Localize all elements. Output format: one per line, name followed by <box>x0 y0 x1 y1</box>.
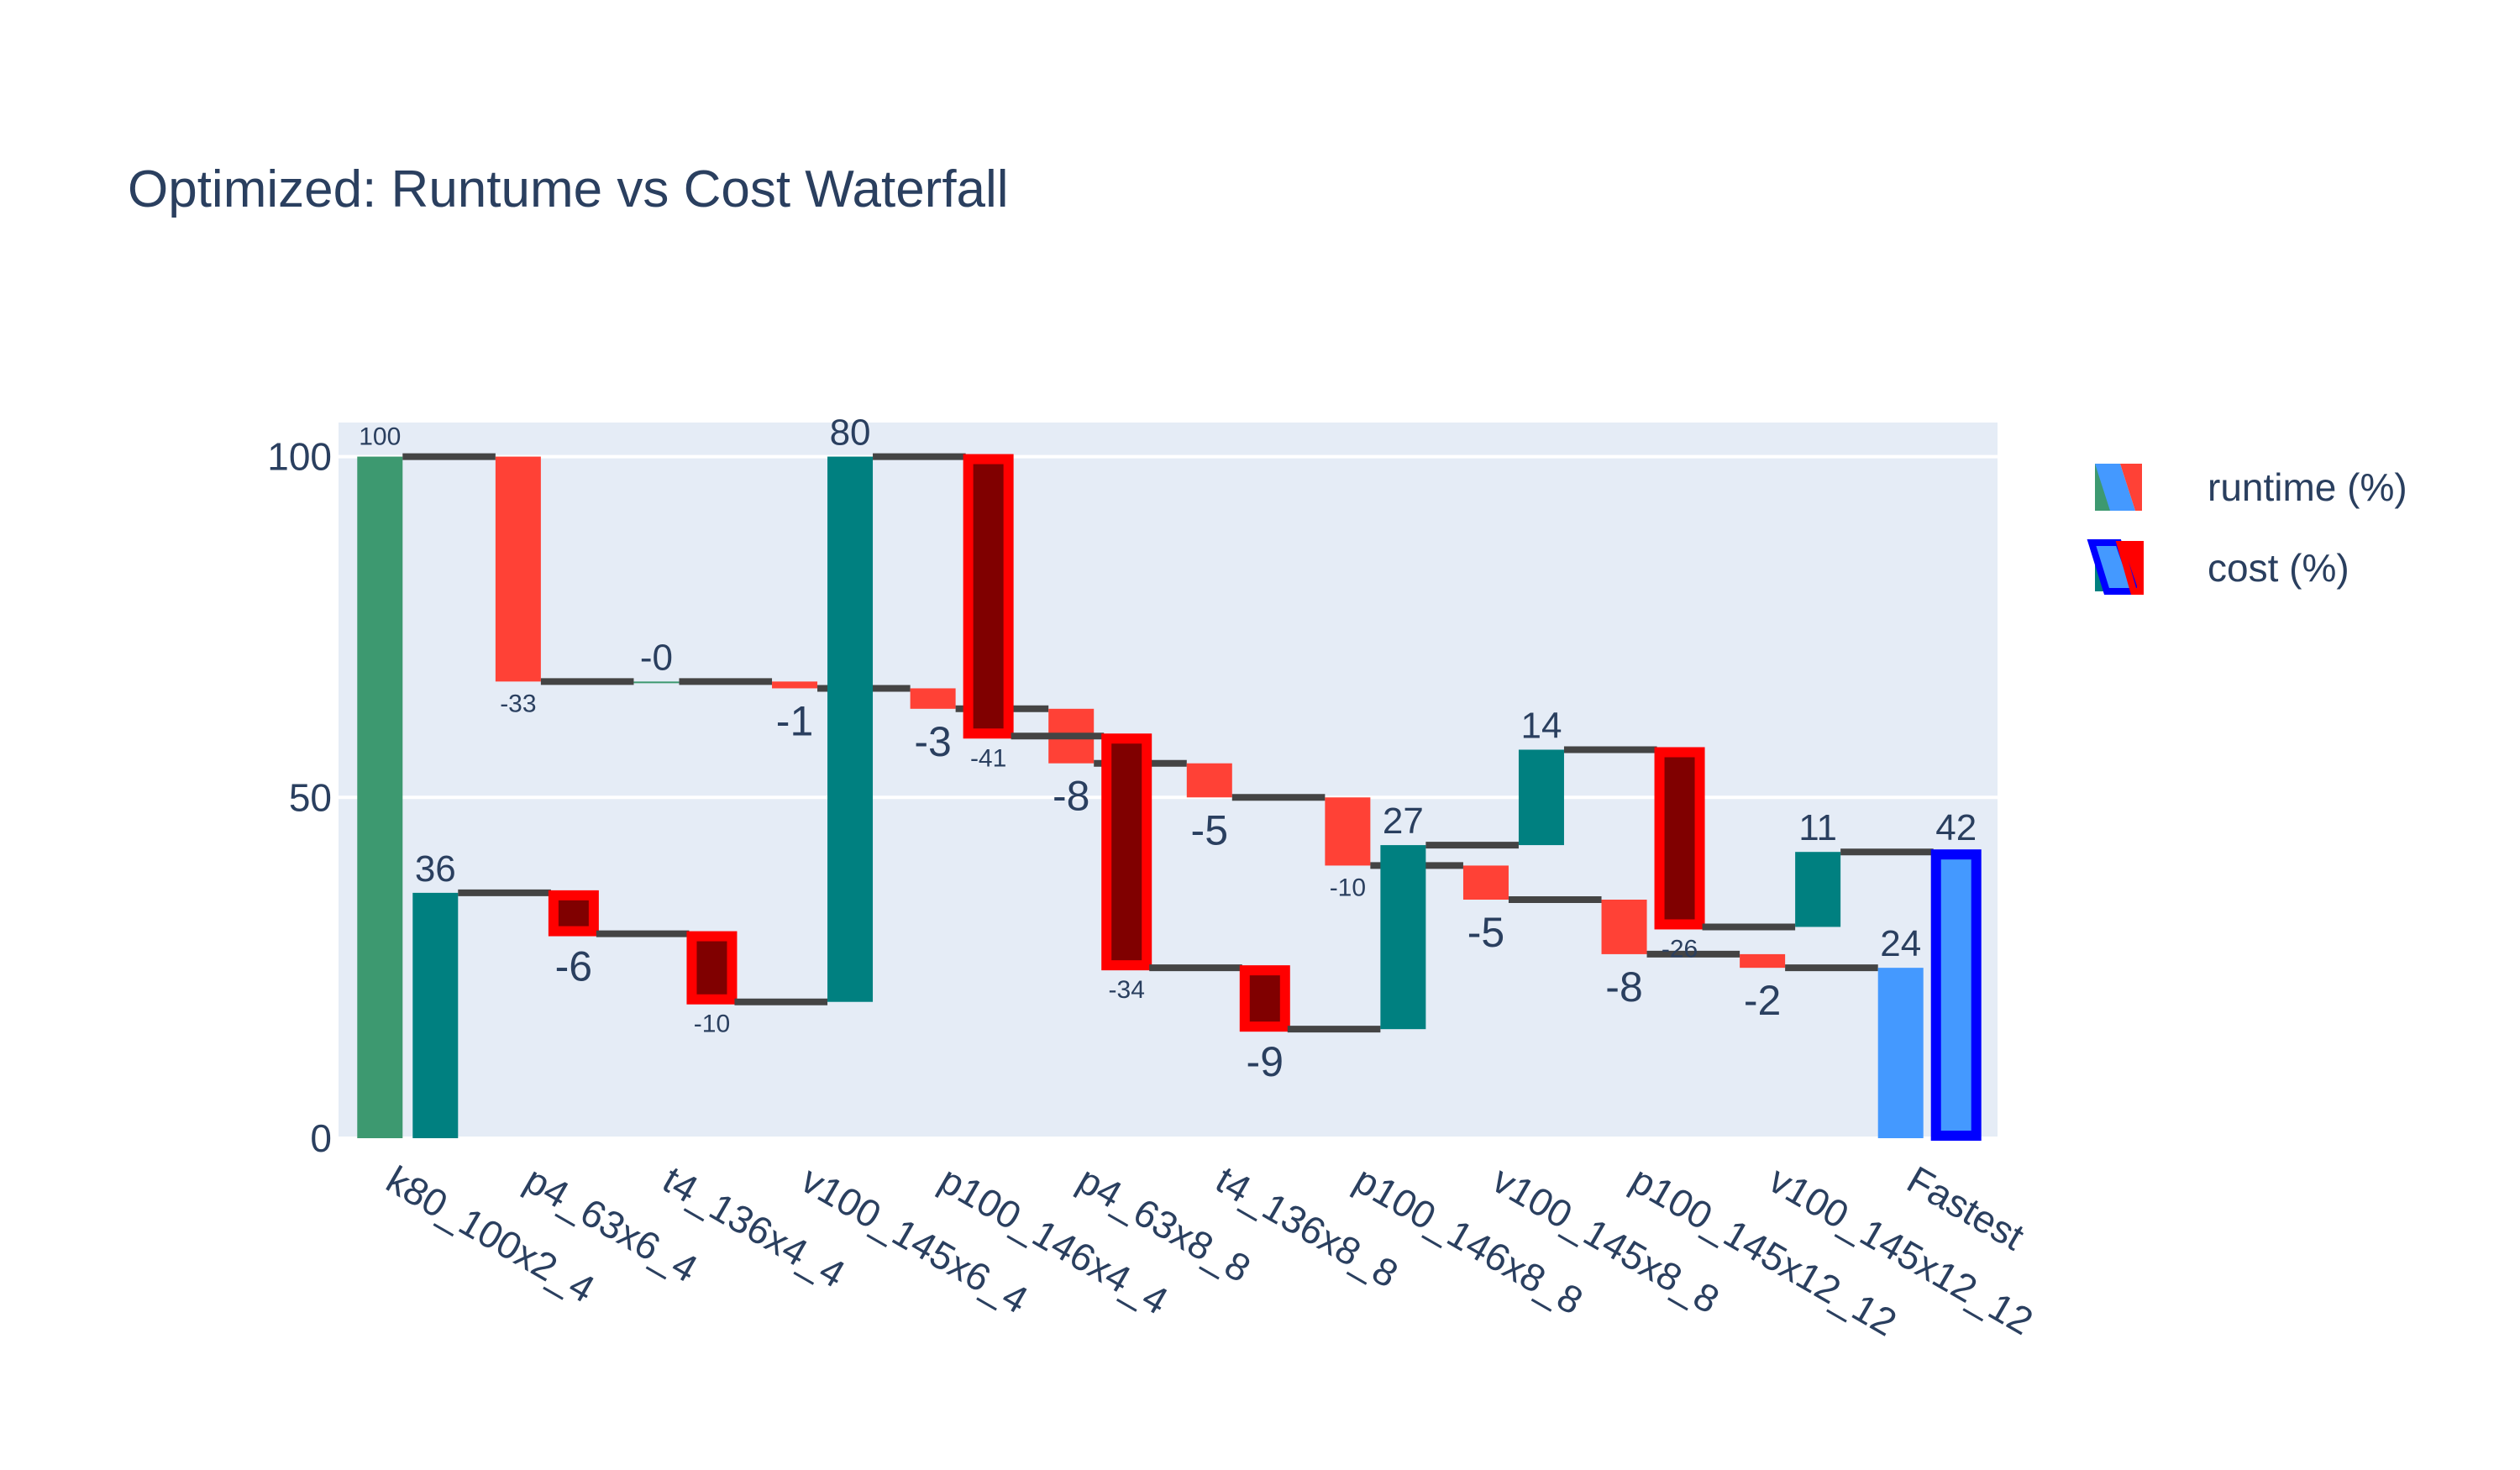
bar-cost <box>1654 747 1705 930</box>
data-label: -33 <box>500 690 536 717</box>
bar-runtime <box>495 456 541 682</box>
data-label: 36 <box>415 848 456 890</box>
bar-cost <box>1930 849 1982 1141</box>
data-label: -0 <box>640 637 673 678</box>
y-tick-label: 0 <box>310 1116 332 1160</box>
data-label: -5 <box>1191 806 1228 853</box>
bar-runtime <box>633 681 680 684</box>
data-label: 24 <box>1880 923 1921 964</box>
legend-item-cost[interactable]: cost (%) <box>2087 539 2349 595</box>
bar-cost <box>412 892 459 1138</box>
bar-runtime <box>1740 953 1786 969</box>
data-label: 42 <box>1935 807 1977 848</box>
data-label: -10 <box>694 1011 730 1038</box>
data-label: -41 <box>970 744 1006 772</box>
data-labels: 100 -33 -0 -1 -3 -8 -5 -10 -5 -8 -2 24 36 -6 -10 80 -41 -… <box>359 412 1977 1086</box>
y-tick-label: 50 <box>289 775 332 819</box>
legend[interactable]: runtime (%) cost (%) <box>2087 464 2407 595</box>
data-label: -2 <box>1744 977 1781 1024</box>
bars <box>357 453 1982 1141</box>
bar-cost <box>1518 749 1564 846</box>
x-tick-label: v100_145x8_8 <box>1485 1158 1726 1322</box>
legend-stripe <box>2095 544 2135 591</box>
data-label: 80 <box>830 412 871 454</box>
x-tick-label: p100_146x8_8 <box>1347 1158 1591 1323</box>
bar-runtime <box>1462 865 1509 900</box>
legend-stripe <box>2120 464 2142 511</box>
legend-label: runtime (%) <box>2208 465 2407 509</box>
legend-swatch-icon <box>2087 539 2144 595</box>
bar-cost <box>827 456 874 1002</box>
data-label: -9 <box>1247 1038 1284 1085</box>
legend-swatch-icon <box>2095 464 2142 511</box>
data-label: -34 <box>1109 976 1145 1004</box>
legend-item-runtime[interactable]: runtime (%) <box>2095 464 2407 511</box>
bar-cost <box>1795 852 1841 927</box>
bar-runtime <box>1877 968 1924 1138</box>
legend-stripe <box>2095 464 2135 511</box>
bar-runtime <box>910 688 956 709</box>
data-label: 100 <box>359 423 401 451</box>
bar-runtime <box>1186 763 1232 798</box>
data-label: 14 <box>1520 705 1562 746</box>
data-label: -8 <box>1605 963 1642 1011</box>
bar-cost <box>1101 733 1152 971</box>
data-label: -26 <box>1662 935 1698 963</box>
data-label: 11 <box>1798 807 1837 848</box>
bar-runtime <box>1601 900 1647 954</box>
bar-cost <box>1239 965 1290 1032</box>
bar-cost <box>1380 845 1426 1030</box>
x-axis-ticks: k80_100x2_4p4_63x6_4t4_136x4_4v100_145x6… <box>379 1158 2040 1345</box>
bar-cost <box>963 454 1014 739</box>
data-label: -10 <box>1330 874 1366 901</box>
bar-cost <box>686 931 738 1005</box>
data-label: -6 <box>555 943 592 990</box>
x-tick-label: v100_145x6_4 <box>794 1158 1035 1322</box>
data-label: -1 <box>776 697 813 744</box>
plot-area <box>339 423 1998 1138</box>
y-tick-label: 100 <box>267 435 332 479</box>
x-tick-label: p100_146x4_4 <box>932 1158 1176 1323</box>
chart-title: Optimized: Runtume vs Cost Waterfall <box>128 160 1009 218</box>
data-label: 27 <box>1383 801 1424 842</box>
legend-stripe-outline <box>2115 541 2144 595</box>
gridlines <box>339 454 1998 1140</box>
data-label: -8 <box>1053 773 1089 820</box>
y-axis-ticks: 0 50 100 <box>267 435 332 1160</box>
legend-label: cost (%) <box>2208 546 2349 590</box>
bar-runtime <box>772 681 818 689</box>
bar-cost <box>548 890 599 937</box>
data-label: -3 <box>914 718 951 765</box>
data-label: -5 <box>1467 909 1504 956</box>
bar-runtime <box>1325 797 1371 866</box>
bar-runtime <box>357 456 403 1138</box>
